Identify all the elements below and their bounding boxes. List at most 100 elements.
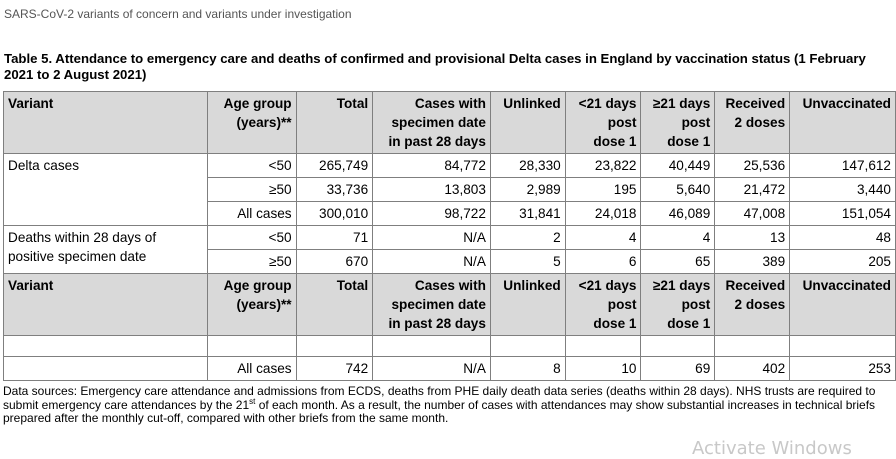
empty-cell (714, 335, 791, 357)
table-cell: 24,018 (564, 201, 642, 226)
table-cell: 253 (789, 356, 896, 381)
column-header-line: specimen date (391, 297, 486, 312)
column-header-line: <21 days (578, 278, 637, 293)
table-cell: N/A (372, 356, 491, 381)
column-header-line: Age group (223, 278, 292, 293)
column-header-line: Received (725, 278, 786, 293)
activate-windows-watermark: Activate Windows (692, 438, 852, 459)
column-header-line: Age group (223, 96, 292, 111)
table-cell: 205 (789, 249, 896, 274)
note-superscript: st (249, 396, 256, 406)
column-header-line: 2 doses (734, 297, 786, 312)
table-cell: 147,612 (789, 153, 896, 178)
column-header-line: dose 1 (667, 316, 711, 331)
table-cell: 670 (295, 249, 374, 274)
row-group-label (3, 356, 208, 381)
table-cell: 5,640 (640, 177, 716, 202)
column-header: Total (295, 91, 374, 154)
column-header: Total (295, 273, 374, 336)
header-row: Variant Age group (years)** Total Cases with… (3, 91, 896, 154)
table-cell: 23,822 (564, 153, 642, 178)
column-header-line: post (607, 115, 637, 130)
empty-cell (789, 335, 896, 357)
column-header: <21 days post dose 1 (564, 91, 642, 154)
empty-cell (206, 335, 297, 357)
column-header-line: dose 1 (667, 134, 711, 149)
row-group-label: Delta cases (3, 153, 208, 226)
column-header-line: Total (336, 278, 369, 293)
table-cell: 25,536 (714, 153, 791, 178)
header-row: Variant Age group (years)** Total Cases with… (3, 273, 896, 336)
table-cell: 21,472 (714, 177, 791, 202)
column-header-line: (years)** (236, 297, 292, 312)
row-group-label-line: positive specimen date (8, 249, 147, 264)
table-caption: Table 5. Attendance to emergency care an… (4, 51, 866, 82)
table-cell: 13,803 (372, 177, 491, 202)
empty-cell (3, 335, 208, 357)
table-cell: 4 (640, 225, 716, 250)
note-text-2: of each month. As a result, the number o… (3, 397, 876, 425)
column-header-line: post (607, 297, 637, 312)
table-cell: 6 (564, 249, 642, 274)
table-cell: <50 (206, 153, 297, 178)
table-cell: 3,440 (789, 177, 896, 202)
table-cell: 47,008 (714, 201, 791, 226)
note-text-1: Data sources: Emergency care attendance … (3, 384, 876, 412)
table-cell: 10 (564, 356, 642, 381)
table-body: Variant Age group (years)** Total Cases with… (3, 91, 896, 381)
table-cell: 300,010 (295, 201, 374, 226)
column-header-line: (years)** (236, 115, 292, 130)
column-header-line: post (681, 297, 711, 312)
table-cell: 84,772 (372, 153, 491, 178)
column-header-line: Unlinked (503, 96, 561, 111)
row-group-label-line: Deaths within 28 days of (8, 230, 157, 245)
column-header-line: ≥21 days (652, 96, 711, 111)
data-sources-note: Data sources: Emergency care attendance … (3, 384, 887, 426)
column-header-line: Received (725, 96, 786, 111)
empty-cell (295, 335, 374, 357)
column-header-line: Variant (8, 96, 54, 111)
vaccination-status-table: Variant Age group (years)** Total Cases with… (3, 91, 896, 381)
table-cell: 402 (714, 356, 791, 381)
column-header: Unlinked (489, 273, 566, 336)
column-header-line: dose 1 (593, 134, 637, 149)
column-header-line: Unvaccinated (802, 96, 891, 111)
column-header-line: 2 doses (734, 115, 786, 130)
column-header: Unlinked (489, 91, 566, 154)
table-cell: 48 (789, 225, 896, 250)
column-header-line: specimen date (391, 115, 486, 130)
table-cell: 389 (714, 249, 791, 274)
table-cell: N/A (372, 225, 491, 250)
table-cell: 4 (564, 225, 642, 250)
column-header-line: post (681, 115, 711, 130)
column-header-line: Cases with (414, 96, 486, 111)
column-header: Cases with specimen date in past 28 days (372, 91, 491, 154)
column-header-line: Total (336, 96, 369, 111)
table-cell: 5 (489, 249, 566, 274)
table-cell: 28,330 (489, 153, 566, 178)
column-header: Unvaccinated (789, 91, 896, 154)
column-header: Received 2 doses (714, 273, 791, 336)
table-cell: 265,749 (295, 153, 374, 178)
table-cell: 46,089 (640, 201, 716, 226)
table-cell: 195 (564, 177, 642, 202)
table-cell: 31,841 (489, 201, 566, 226)
column-header-line: ≥21 days (652, 278, 711, 293)
table-row: All cases 300,010 98,722 31,841 24,018 46,089… (4, 201, 896, 226)
table-cell: 2,989 (489, 177, 566, 202)
table-cell: ≥50 (206, 249, 297, 274)
column-header: <21 days post dose 1 (564, 273, 642, 336)
column-header: Unvaccinated (789, 273, 896, 336)
column-header: ≥21 days post dose 1 (640, 273, 716, 336)
column-header: Age group (years)** (206, 273, 297, 336)
table-cell: ≥50 (206, 177, 297, 202)
column-header-line: in past 28 days (388, 134, 486, 149)
column-header-line: in past 28 days (388, 316, 486, 331)
empty-cell (564, 335, 642, 357)
table-cell: 69 (640, 356, 716, 381)
table-row: Deaths within 28 days of positive specime… (3, 225, 896, 274)
table-cell: 65 (640, 249, 716, 274)
table-row: All cases 742 N/A 8 10 69 402 253 (3, 356, 896, 381)
column-header: Variant (3, 273, 208, 336)
table-cell: 151,054 (789, 201, 896, 226)
